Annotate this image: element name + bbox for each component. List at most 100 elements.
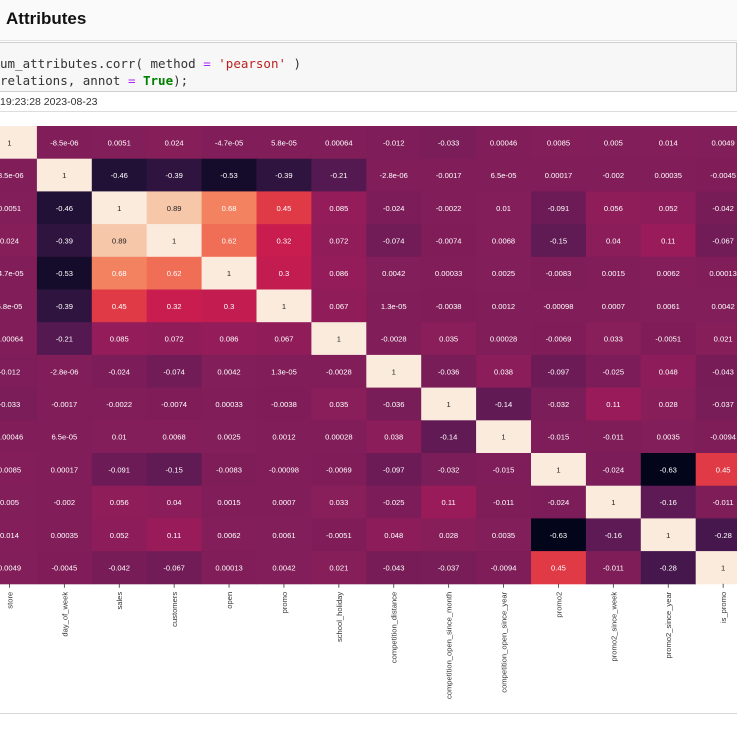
heatmap-cell-annotation: 0.038 <box>494 367 513 376</box>
code-cell[interactable]: um_attributes.corr( method = 'pearson' )… <box>0 42 737 92</box>
heatmap-cell <box>531 387 587 421</box>
cell-divider <box>0 713 737 714</box>
heatmap-cell <box>201 158 257 192</box>
x-axis-tick-label: promo2 <box>554 592 563 618</box>
heatmap-cell-annotation: -0.14 <box>440 433 457 442</box>
heatmap-cell <box>585 158 642 192</box>
heatmap-cell <box>585 256 642 290</box>
heatmap-cell <box>256 485 312 519</box>
heatmap-cell <box>0 126 38 160</box>
heatmap-cell <box>640 485 697 519</box>
heatmap-cell <box>585 420 642 454</box>
heatmap-cell-annotation: 0.0042 <box>712 302 735 311</box>
heatmap-cell-annotation: -0.036 <box>438 367 460 376</box>
heatmap-cell <box>91 387 148 421</box>
heatmap-cell-annotation: -0.091 <box>108 465 130 474</box>
heatmap-cell <box>366 224 422 258</box>
heatmap-cell <box>91 322 148 356</box>
heatmap-cell <box>476 191 532 225</box>
heatmap-cell-annotation: -0.097 <box>548 367 570 376</box>
heatmap-cell-annotation: -0.0083 <box>216 465 242 474</box>
heatmap-cell-annotation: -2.8e-06 <box>380 171 408 180</box>
x-axis-tick-label: day_of_week <box>60 592 69 637</box>
heatmap-cell-annotation: 0.04 <box>167 498 182 507</box>
heatmap-cell-annotation: 0.32 <box>167 302 182 311</box>
heatmap-cell-annotation: 0.0015 <box>602 269 625 278</box>
heatmap-cell <box>0 485 38 519</box>
code-line: relations, annot = True); <box>0 73 188 88</box>
heatmap-cell <box>476 224 532 258</box>
heatmap-cell <box>366 126 422 160</box>
heatmap-cell <box>366 551 422 585</box>
heatmap-cell <box>531 191 587 225</box>
heatmap-cell <box>695 551 737 585</box>
heatmap-cell <box>201 224 257 258</box>
heatmap-cell <box>476 158 532 192</box>
heatmap-cell-annotation: -0.0038 <box>271 400 297 409</box>
heatmap-cell-annotation: -0.037 <box>712 400 734 409</box>
x-axis-tick-label: competition_open_since_month <box>445 592 454 699</box>
heatmap-cell-annotation: -0.46 <box>56 204 73 213</box>
x-axis-tick-label: open <box>225 592 234 609</box>
heatmap-cell-annotation: 0.62 <box>222 236 237 245</box>
heatmap-cell-annotation: 0.89 <box>112 236 127 245</box>
heatmap-cell <box>585 191 642 225</box>
heatmap-cell <box>695 224 737 258</box>
heatmap-cell-annotation: 0.052 <box>110 531 129 540</box>
heatmap-cell-annotation: 0.0062 <box>217 531 240 540</box>
heatmap-cell-annotation: 0.086 <box>220 335 239 344</box>
heatmap-cell <box>146 289 203 323</box>
heatmap-cell <box>476 453 532 487</box>
heatmap-cell <box>585 551 642 585</box>
heatmap-cell-annotation: -0.0045 <box>710 171 736 180</box>
heatmap-cell <box>146 224 203 258</box>
x-axis-tick-label: store <box>5 592 14 609</box>
heatmap-cell <box>366 256 422 290</box>
heatmap-cell-annotation: -0.042 <box>712 204 734 213</box>
heatmap-cell-annotation: 0.45 <box>551 563 566 572</box>
heatmap-cell-annotation: 0.00017 <box>545 171 572 180</box>
heatmap-cell-annotation: 0.00013 <box>215 563 242 572</box>
heatmap-cell <box>201 453 257 487</box>
heatmap-cell <box>201 551 257 585</box>
heatmap-cell <box>695 485 737 519</box>
heatmap-cell <box>201 420 257 454</box>
heatmap-cell-annotation: -0.39 <box>275 171 292 180</box>
heatmap-cell-annotation: 0.00033 <box>435 269 462 278</box>
heatmap-cell <box>585 387 642 421</box>
heatmap-cell <box>146 551 203 585</box>
heatmap-cell <box>201 256 257 290</box>
code-text <box>135 73 143 88</box>
heatmap-cell <box>476 485 532 519</box>
heatmap-cell-annotation: 0.072 <box>329 236 348 245</box>
heatmap-cell <box>421 191 477 225</box>
heatmap-cell-annotation: 0.085 <box>329 204 348 213</box>
heatmap-cell <box>421 158 477 192</box>
heatmap-cell <box>531 224 587 258</box>
heatmap-cell-annotation: -0.043 <box>383 563 405 572</box>
heatmap-cell <box>0 322 38 356</box>
heatmap-cell-annotation: 0.0025 <box>492 269 515 278</box>
heatmap-cell <box>146 420 203 454</box>
heatmap-cell <box>36 387 93 421</box>
heatmap-cell <box>256 158 312 192</box>
heatmap-cell-annotation: 0.014 <box>0 531 19 540</box>
heatmap-cell <box>421 126 477 160</box>
heatmap-cell <box>36 354 93 389</box>
heatmap-cell-annotation: -0.00098 <box>543 302 573 311</box>
heatmap-cell-annotation: 0.005 <box>0 498 19 507</box>
heatmap-cell-annotation: -0.037 <box>438 563 460 572</box>
heatmap-cell-annotation: 0.0015 <box>217 498 240 507</box>
code-text: ) <box>286 56 302 71</box>
heatmap-cell-annotation: -0.0038 <box>436 302 462 311</box>
heatmap-cell-annotation: 0.033 <box>604 335 623 344</box>
heatmap-cell-annotation: 0.00013 <box>709 269 736 278</box>
heatmap-cell <box>201 387 257 421</box>
heatmap-cell <box>585 322 642 356</box>
heatmap-cell <box>366 420 422 454</box>
heatmap-cell-annotation: -0.00098 <box>269 465 299 474</box>
heatmap-cell-annotation: 0.68 <box>112 269 127 278</box>
heatmap-cell-annotation: 0.0068 <box>492 236 515 245</box>
heatmap-cell <box>36 256 93 290</box>
heatmap-cell <box>0 420 38 454</box>
